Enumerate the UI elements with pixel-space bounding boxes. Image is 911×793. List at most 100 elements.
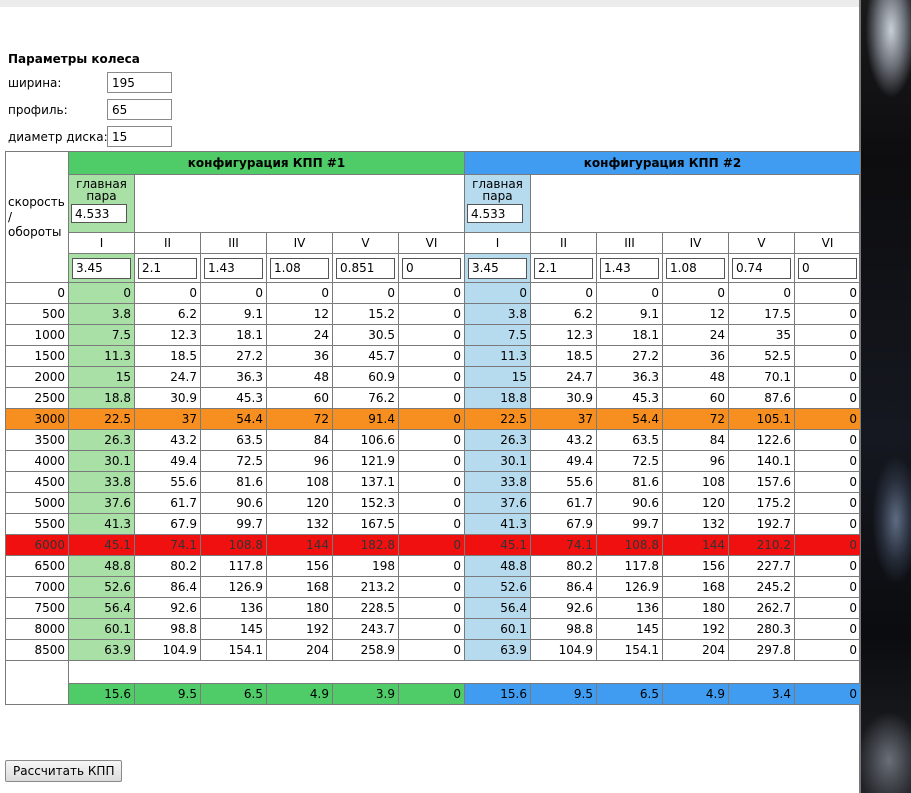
speed-cell-cfg2: 117.8 — [596, 555, 663, 577]
speed-cell-cfg2: 84 — [662, 429, 729, 451]
speed-cell-cfg1: 6.2 — [134, 303, 201, 325]
rpm-cell: 1500 — [5, 345, 69, 367]
speed-cell-cfg2: 22.5 — [464, 408, 531, 430]
speed-cell-cfg2: 0 — [794, 618, 861, 640]
speed-cell-cfg2: 144 — [662, 534, 729, 556]
speed-cell-cfg2: 156 — [662, 555, 729, 577]
main-pair2-input[interactable] — [467, 204, 523, 223]
speed-cell-cfg1: 24 — [266, 324, 333, 346]
ratio-input-cfg1-gear5[interactable] — [336, 257, 395, 279]
speed-cell-cfg2: 63.9 — [464, 639, 531, 661]
speed-cell-cfg1: 80.2 — [134, 555, 201, 577]
speed-cell-cfg2: 18.5 — [530, 345, 597, 367]
ratio-input-cfg2-gear4[interactable] — [666, 257, 725, 279]
rpm-cell: 6500 — [5, 555, 69, 577]
config2-header: конфигурация КПП #2 — [464, 151, 861, 175]
speed-cell-cfg2: 56.4 — [464, 597, 531, 619]
total-cell-cfg2: 6.5 — [596, 683, 663, 705]
spacer-row — [5, 660, 861, 705]
ratio-input-cfg1-gear1[interactable] — [72, 257, 131, 279]
speed-cell-cfg2: 136 — [596, 597, 663, 619]
speed-cell-cfg2: 86.4 — [530, 576, 597, 598]
speed-cell-cfg2: 145 — [596, 618, 663, 640]
main-pair1-input[interactable] — [71, 204, 127, 223]
ratio-input-cfg2-gear3[interactable] — [600, 257, 659, 279]
ratio-cell-cfg2-3 — [596, 253, 663, 283]
speed-cell-cfg1: 22.5 — [68, 408, 135, 430]
speed-cell-cfg1: 30.9 — [134, 387, 201, 409]
speed-cell-cfg1: 55.6 — [134, 471, 201, 493]
profile-label: профиль: — [8, 103, 68, 117]
speed-cell-cfg2: 245.2 — [728, 576, 795, 598]
ratio-cell-cfg1-3 — [200, 253, 267, 283]
rpm-cell: 3000 — [5, 408, 69, 430]
speed-cell-cfg1: 43.2 — [134, 429, 201, 451]
speed-cell-cfg2: 35 — [728, 324, 795, 346]
speed-cell-cfg1: 74.1 — [134, 534, 201, 556]
calculate-button[interactable]: Рассчитать КПП — [5, 760, 123, 782]
speed-cell-cfg2: 30.1 — [464, 450, 531, 472]
speed-cell-cfg2: 280.3 — [728, 618, 795, 640]
width-input[interactable] — [107, 72, 172, 93]
speed-cell-cfg2: 6.2 — [530, 303, 597, 325]
speed-cell-cfg2: 43.2 — [530, 429, 597, 451]
speed-cell-cfg1: 54.4 — [200, 408, 267, 430]
speed-cell-cfg2: 0 — [794, 639, 861, 661]
speed-cell-cfg2: 52.5 — [728, 345, 795, 367]
speed-cell-cfg1: 60 — [266, 387, 333, 409]
speed-cell-cfg2: 9.1 — [596, 303, 663, 325]
speed-cell-cfg2: 227.7 — [728, 555, 795, 577]
table-row: 4000 30.1 49.4 72.5 96 121.9 0 30.1 49.4 72.5 96 14… — [5, 450, 861, 472]
speed-cell-cfg1: 26.3 — [68, 429, 135, 451]
speed-cell-cfg2: 0 — [794, 429, 861, 451]
ratio-input-cfg2-gear1[interactable] — [468, 257, 527, 279]
speed-cell-cfg2: 18.1 — [596, 324, 663, 346]
ratio-input-cfg1-gear2[interactable] — [138, 257, 197, 279]
speed-cell-cfg2: 108 — [662, 471, 729, 493]
table-row: 1000 7.5 12.3 18.1 24 30.5 0 7.5 12.3 18.1 24 35 0 — [5, 324, 861, 346]
speed-cell-cfg1: 0 — [398, 450, 465, 472]
speed-cell-cfg1: 60.1 — [68, 618, 135, 640]
ratio-input-cfg1-gear6[interactable] — [402, 257, 461, 279]
speed-cell-cfg1: 137.1 — [332, 471, 399, 493]
speed-cell-cfg2: 192.7 — [728, 513, 795, 535]
ratio-input-cfg2-gear5[interactable] — [732, 257, 791, 279]
speed-cell-cfg1: 37 — [134, 408, 201, 430]
speed-cell-cfg1: 30.5 — [332, 324, 399, 346]
ratio-input-cfg1-gear4[interactable] — [270, 257, 329, 279]
speed-cell-cfg2: 15 — [464, 366, 531, 388]
table-row: 8000 60.1 98.8 145 192 243.7 0 60.1 98.8 145 192 28… — [5, 618, 861, 640]
total-cell-cfg1: 3.9 — [332, 683, 399, 705]
speed-cell-cfg1: 96 — [266, 450, 333, 472]
total-cell-cfg2: 0 — [794, 683, 861, 705]
table-row: 1500 11.3 18.5 27.2 36 45.7 0 11.3 18.5 27.2 36 52.… — [5, 345, 861, 367]
ratio-input-cfg2-gear2[interactable] — [534, 257, 593, 279]
speed-cell-cfg1: 228.5 — [332, 597, 399, 619]
speed-cell-cfg2: 12 — [662, 303, 729, 325]
diameter-input[interactable] — [107, 126, 172, 147]
table-row: 3500 26.3 43.2 63.5 84 106.6 0 26.3 43.2 63.5 84 12… — [5, 429, 861, 451]
total-cell-cfg2: 9.5 — [530, 683, 597, 705]
speed-cell-cfg1: 192 — [266, 618, 333, 640]
speed-cell-cfg1: 0 — [398, 471, 465, 493]
speed-cell-cfg1: 117.8 — [200, 555, 267, 577]
speed-cell-cfg1: 0 — [200, 282, 267, 304]
speed-cell-cfg2: 45.3 — [596, 387, 663, 409]
ratio-input-cfg1-gear3[interactable] — [204, 257, 263, 279]
total-cell-cfg1: 15.6 — [68, 683, 135, 705]
speed-cell-cfg1: 63.9 — [68, 639, 135, 661]
ratio-input-cfg2-gear6[interactable] — [798, 257, 857, 279]
speed-cell-cfg1: 0 — [398, 387, 465, 409]
speed-cell-cfg1: 0 — [134, 282, 201, 304]
speed-cell-cfg2: 33.8 — [464, 471, 531, 493]
table-row: 8500 63.9 104.9 154.1 204 258.9 0 63.9 104.9 154.… — [5, 639, 861, 661]
table-row: 5000 37.6 61.7 90.6 120 152.3 0 37.6 61.7 90.6 120… — [5, 492, 861, 514]
rpm-cell: 4500 — [5, 471, 69, 493]
gear-speed-table: скорость / обороты конфигурация КПП #1 к… — [5, 151, 861, 705]
speed-cell-cfg1: 18.1 — [200, 324, 267, 346]
ratio-cell-cfg2-6 — [794, 253, 861, 283]
speed-cell-cfg2: 0 — [794, 555, 861, 577]
table-row: 7500 56.4 92.6 136 180 228.5 0 56.4 92.6 136 180 26… — [5, 597, 861, 619]
table-row: 7000 52.6 86.4 126.9 168 213.2 0 52.6 86.4 126.9 1… — [5, 576, 861, 598]
profile-input[interactable] — [107, 99, 172, 120]
